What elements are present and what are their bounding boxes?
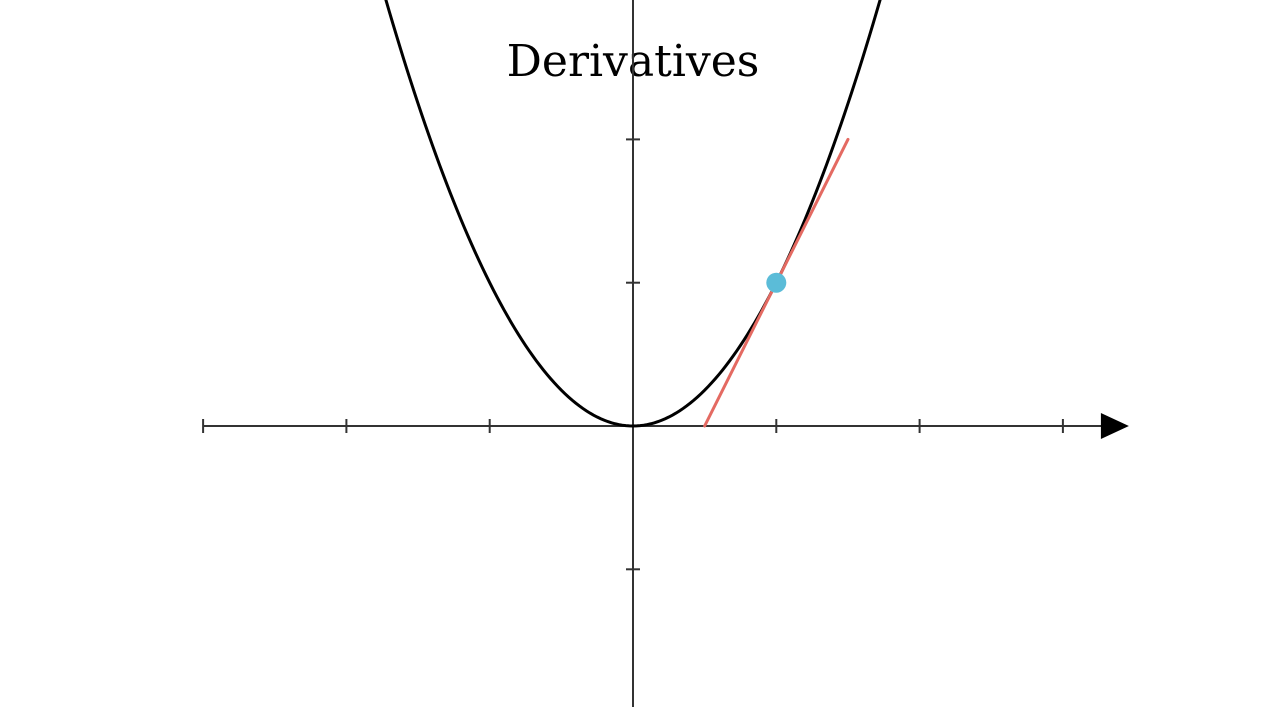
axes [203, 0, 1129, 707]
x-axis-arrow [1100, 413, 1129, 439]
tangent-point [766, 272, 787, 293]
axis-ticks [202, 138, 1064, 571]
parabola-curve [384, 0, 882, 428]
